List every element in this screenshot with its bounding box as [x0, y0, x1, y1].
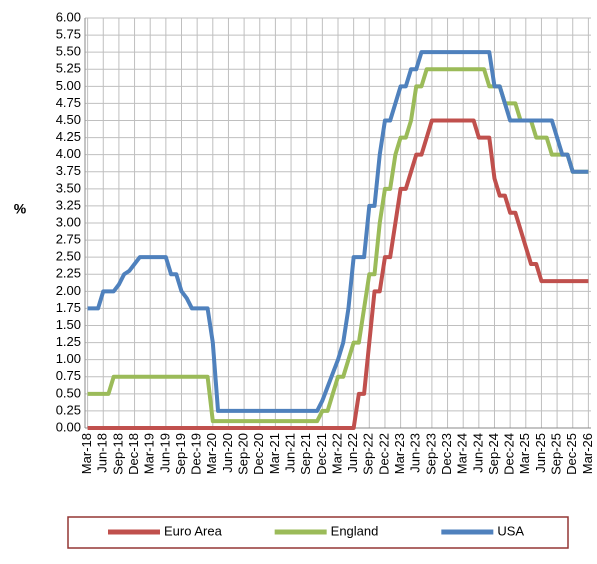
x-tick-label: Sep-20: [236, 433, 251, 475]
x-tick-label: Mar-25: [517, 433, 532, 474]
x-tick-label: Mar-24: [455, 433, 470, 474]
x-tick-label: Dec-24: [502, 433, 517, 475]
y-tick-label: 0.75: [56, 368, 81, 383]
y-tick-label: 0.25: [56, 402, 81, 417]
y-tick-label: 3.25: [56, 197, 81, 212]
x-tick-label: Sep-21: [298, 433, 313, 475]
legend-label: USA: [497, 523, 524, 538]
y-tick-label: 2.50: [56, 249, 81, 264]
x-tick-label: Mar-20: [204, 433, 219, 474]
y-tick-label: 3.75: [56, 163, 81, 178]
x-tick-label: Dec-21: [314, 433, 329, 475]
series-line: [87, 118, 589, 430]
x-tick-label: Jun-19: [157, 433, 172, 473]
x-tick-label: Jun-18: [95, 433, 110, 473]
y-tick-label: 1.50: [56, 317, 81, 332]
y-tick-label: 5.00: [56, 78, 81, 93]
y-tick-label: 5.75: [56, 27, 81, 42]
x-tick-label: Jun-22: [345, 433, 360, 473]
y-tick-label: 0.50: [56, 385, 81, 400]
x-tick-label: Mar-22: [329, 433, 344, 474]
y-tick-label: 3.00: [56, 214, 81, 229]
x-tick-label: Dec-22: [376, 433, 391, 475]
y-tick-label: 4.75: [56, 95, 81, 110]
x-tick-label: Jun-20: [220, 433, 235, 473]
y-tick-label: 2.75: [56, 232, 81, 247]
y-tick-label: 4.50: [56, 112, 81, 127]
x-tick-label: Dec-23: [439, 433, 454, 475]
legend-label: England: [331, 523, 379, 538]
x-tick-label: Sep-22: [361, 433, 376, 475]
x-tick-label: Jun-21: [282, 433, 297, 473]
y-tick-label: 0.00: [56, 419, 81, 434]
series-line: [87, 50, 589, 413]
y-tick-label: 4.25: [56, 129, 81, 144]
x-tick-label: Sep-19: [173, 433, 188, 475]
x-tick-label: Dec-25: [564, 433, 579, 475]
x-tick-label: Sep-18: [110, 433, 125, 475]
x-tick-label: Mar-21: [267, 433, 282, 474]
y-tick-label: 5.50: [56, 44, 81, 59]
y-axis-label: %: [14, 201, 27, 217]
x-tick-label: Mar-18: [79, 433, 94, 474]
x-tick-label: Sep-24: [486, 433, 501, 475]
x-tick-label: Mar-26: [580, 433, 595, 474]
x-tick-label: Jun-25: [533, 433, 548, 473]
x-tick-label: Mar-19: [142, 433, 157, 474]
y-tick-label: 3.50: [56, 180, 81, 195]
x-tick-label: Sep-25: [549, 433, 564, 475]
y-tick-label: 2.00: [56, 283, 81, 298]
x-tick-label: Dec-18: [126, 433, 141, 475]
y-tick-label: 2.25: [56, 266, 81, 281]
x-tick-label: Dec-19: [189, 433, 204, 475]
x-tick-label: Jun-23: [408, 433, 423, 473]
x-tick-label: Sep-23: [423, 433, 438, 475]
x-tick-label: Dec-20: [251, 433, 266, 475]
y-tick-label: 1.25: [56, 334, 81, 349]
y-tick-label: 1.75: [56, 300, 81, 315]
y-tick-label: 1.00: [56, 351, 81, 366]
legend-label: Euro Area: [164, 523, 223, 538]
y-tick-label: 6.00: [56, 9, 81, 24]
y-tick-label: 5.25: [56, 61, 81, 76]
x-tick-label: Jun-24: [470, 433, 485, 473]
x-tick-label: Mar-23: [392, 433, 407, 474]
y-tick-label: 4.00: [56, 146, 81, 161]
